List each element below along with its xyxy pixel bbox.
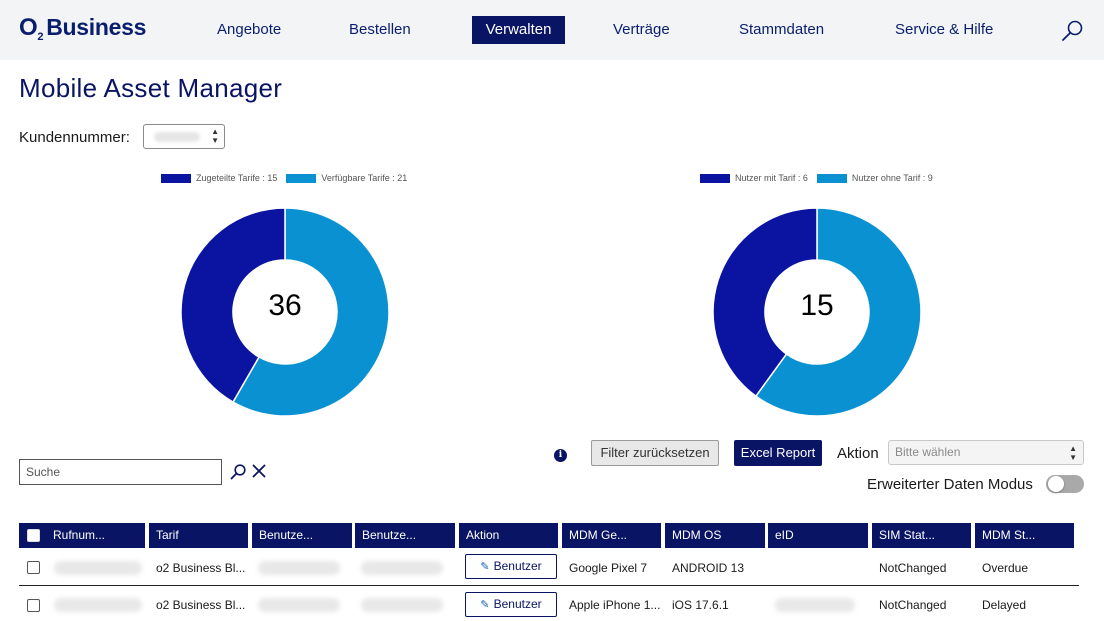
redacted-value	[154, 132, 200, 142]
nav-service-hilfe[interactable]: Service & Hilfe	[895, 21, 994, 38]
redacted-eid	[775, 598, 855, 612]
legend-item: Verfügbare Tarife : 21	[286, 173, 407, 183]
nutzer-donut-chart	[712, 207, 922, 417]
cell-mdm-device: Google Pixel 7	[569, 561, 648, 575]
extended-mode-label: Erweiterter Daten Modus	[867, 476, 1033, 493]
logo-o: O	[19, 14, 38, 41]
legend-swatch	[816, 173, 847, 183]
cell-mdm-os: ANDROID 13	[672, 561, 745, 575]
logo-text: Business	[46, 14, 147, 40]
donut-slice-nutzer-mit-tarif[interactable]	[712, 207, 818, 398]
column-header-mdm-geraet[interactable]: MDM Ge...	[562, 523, 661, 548]
cell-mdm-os: iOS 17.6.1	[672, 598, 729, 612]
nav-angebote[interactable]: Angebote	[217, 21, 282, 38]
redacted-benutzer	[258, 561, 340, 575]
nav-stammdaten[interactable]: Stammdaten	[739, 21, 825, 38]
legend-label: Verfügbare Tarife : 21	[321, 173, 408, 183]
column-header-benutzer-2[interactable]: Benutze...	[355, 523, 455, 548]
donut-slice-verfügbare-tarife[interactable]	[231, 207, 390, 417]
legend-item: Zugeteilte Tarife : 15	[161, 173, 277, 183]
cell-sim-status: NotChanged	[879, 561, 947, 575]
cell-sim-status: NotChanged	[879, 598, 947, 612]
donut-slice-nutzer-ohne-tarif[interactable]	[754, 207, 922, 417]
redacted-benutzer	[361, 561, 443, 575]
filter-reset-button[interactable]: Filter zurücksetzen	[591, 440, 719, 466]
legend-label: Nutzer mit Tarif : 6	[735, 173, 808, 183]
extended-mode-toggle[interactable]	[1046, 475, 1084, 493]
legend-swatch	[286, 173, 317, 183]
column-header-aktion[interactable]: Aktion	[459, 523, 558, 548]
redacted-benutzer	[258, 598, 340, 612]
excel-report-button[interactable]: Excel Report	[734, 440, 822, 466]
cell-mdm-device: Apple iPhone 1...	[569, 598, 661, 612]
column-header-rufnummer[interactable]: Rufnum...	[19, 523, 145, 548]
cell-mdm-status: Delayed	[982, 598, 1027, 612]
benutzer-button[interactable]: ✎ Benutzer	[465, 554, 557, 579]
legend-swatch	[700, 173, 730, 183]
row-checkbox[interactable]	[27, 561, 40, 574]
column-header-eid[interactable]: eID	[768, 523, 868, 548]
close-icon[interactable]	[251, 463, 267, 479]
tarife-donut-chart	[180, 207, 390, 417]
redacted-rufnummer	[54, 598, 142, 612]
legend-item: Nutzer mit Tarif : 6	[700, 173, 808, 183]
column-header-mdm-status[interactable]: MDM St...	[975, 523, 1074, 548]
select-arrows-icon: ▲ ▼	[1069, 444, 1077, 462]
cell-tarif: o2 Business Bl...	[156, 561, 246, 575]
aktion-select-value: Bitte wählen	[895, 445, 961, 459]
benutzer-button[interactable]: ✎ Benutzer	[465, 592, 557, 617]
row-checkbox[interactable]	[27, 599, 40, 612]
nav-verwalten[interactable]: Verwalten	[472, 16, 565, 44]
aktion-select[interactable]: Bitte wählen ▲ ▼	[888, 440, 1084, 465]
benutzer-button-label: Benutzer	[493, 597, 542, 611]
kundennummer-label: Kundennummer:	[19, 129, 130, 146]
legend-swatch	[161, 173, 191, 183]
redacted-rufnummer	[54, 561, 142, 575]
nav-vertraege[interactable]: Verträge	[613, 21, 670, 38]
chart-2-legend: Nutzer mit Tarif : 6 Nutzer ohne Tarif :…	[700, 173, 942, 183]
row-divider	[19, 585, 1079, 586]
chart-1-legend: Zugeteilte Tarife : 15 Verfügbare Tarife…	[161, 173, 416, 183]
donut-slice-zugeteilte-tarife[interactable]	[180, 207, 286, 404]
benutzer-button-label: Benutzer	[493, 559, 542, 573]
donut-center-total: 15	[800, 289, 834, 322]
page-title: Mobile Asset Manager	[19, 73, 283, 103]
cell-tarif: o2 Business Bl...	[156, 598, 246, 612]
donut-center-total: 36	[268, 289, 302, 322]
info-icon[interactable]: i	[554, 449, 567, 462]
column-header-sim-status[interactable]: SIM Stat...	[872, 523, 971, 548]
search-icon[interactable]	[229, 463, 247, 481]
top-navigation-bar: O 2 Business Angebote Bestellen Verwalte…	[0, 0, 1104, 60]
pencil-icon: ✎	[480, 561, 490, 573]
nav-bestellen[interactable]: Bestellen	[349, 21, 411, 38]
legend-label: Zugeteilte Tarife : 15	[196, 173, 278, 183]
select-arrows-icon: ▲ ▼	[211, 127, 219, 145]
search-input[interactable]	[19, 459, 222, 485]
column-header-tarif[interactable]: Tarif	[149, 523, 248, 548]
aktion-label: Aktion	[837, 445, 879, 462]
pencil-icon: ✎	[480, 599, 490, 611]
legend-label: Nutzer ohne Tarif : 9	[851, 173, 933, 183]
legend-item: Nutzer ohne Tarif : 9	[816, 173, 933, 183]
column-header-benutzer-1[interactable]: Benutze...	[252, 523, 352, 548]
redacted-benutzer	[361, 598, 443, 612]
cell-mdm-status: Overdue	[982, 561, 1029, 575]
logo-subscript: 2	[37, 31, 44, 43]
o2-business-logo[interactable]: O 2 Business	[19, 14, 147, 43]
toggle-knob	[1048, 476, 1064, 492]
column-header-mdm-os[interactable]: MDM OS	[665, 523, 765, 548]
select-all-checkbox[interactable]	[27, 529, 40, 542]
search-icon[interactable]	[1060, 19, 1084, 43]
kundennummer-select[interactable]: ▲ ▼	[143, 124, 225, 149]
